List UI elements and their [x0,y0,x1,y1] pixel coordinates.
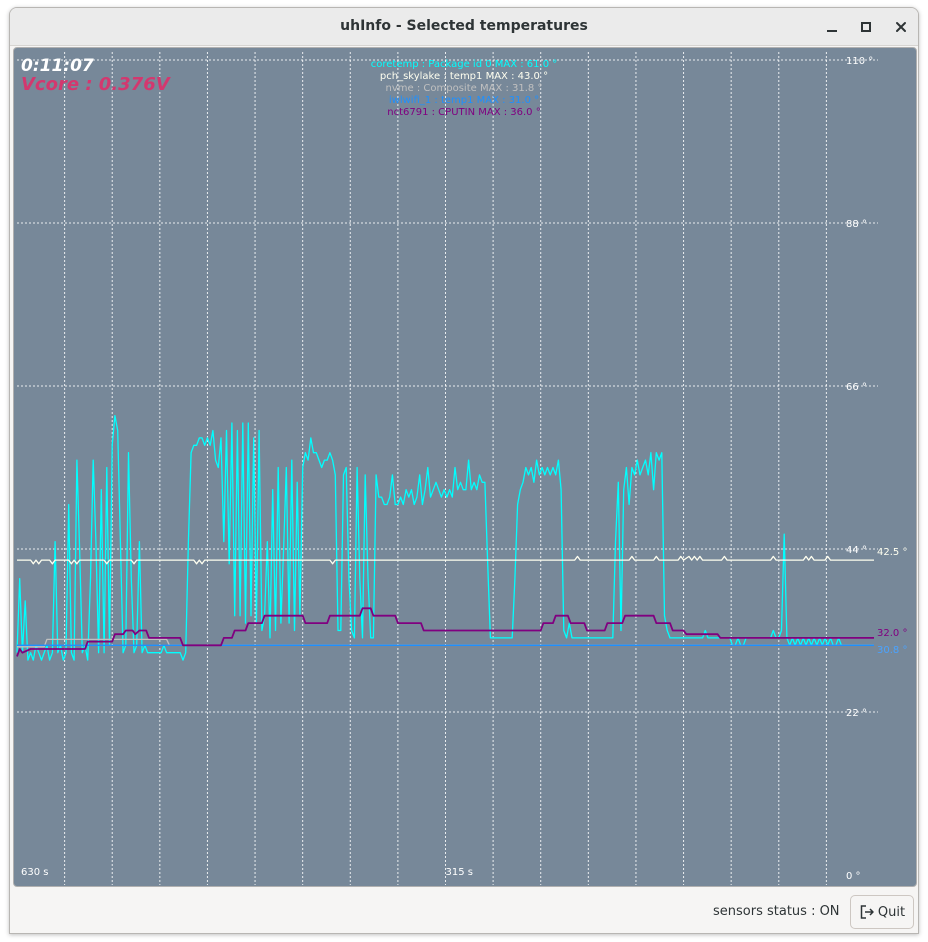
chart-legend: coretemp : Package id 0 MAX : 61.0 ° pch_… [314,59,614,119]
temperature-chart: 110 ° 88 ° 66 ° 44 ° 22 ° 0 ° 630 s 315 s 42.5 °… [16,52,907,885]
end-value-label: 30.8 ° [877,645,907,656]
legend-item: pch_skylake : temp1 MAX : 43.0 ° [379,71,549,82]
y-tick-label: 44 ° [846,545,867,556]
series-line-0 [16,414,874,661]
end-value-label: 42.5 ° [877,547,907,558]
y-tick-label: 22 ° [846,708,867,719]
maximize-button[interactable] [853,14,879,40]
exit-icon [860,905,874,919]
vcore-readout: Vcore : 0.376V [21,74,170,95]
legend-item: coretemp : Package id 0 MAX : 61.0 ° [370,59,558,70]
minimize-button[interactable] [819,14,845,40]
close-icon [896,22,906,32]
x-tick-label: 630 s [21,867,48,878]
y-tick-label: 88 ° [846,219,867,230]
status-bar: sensors status : ON Quit [10,889,918,933]
end-value-label: 32.0 ° [877,628,907,639]
quit-button[interactable]: Quit [850,895,914,929]
legend-item: nct6791 : CPUTIN MAX : 36.0 ° [387,107,541,118]
window-title: uhInfo - Selected temperatures [340,18,588,34]
legend-item: iwlwifi_1 : temp1 MAX : 31.0 ° [388,95,540,106]
x-tick-label: 315 s [446,867,473,878]
app-window: uhInfo - Selected temperatures 110 ° 88 °… [9,7,919,934]
series-line-4 [16,607,874,657]
temperature-plot: 110 ° 88 ° 66 ° 44 ° 22 ° 0 ° 630 s 315 s 42.5 °… [13,47,917,887]
series-line-1 [17,555,874,565]
y-tick-label: 66 ° [846,382,867,393]
quit-label: Quit [877,904,906,920]
y-tick-label: 110 ° [846,56,873,67]
elapsed-time: 0:11:07 [21,56,94,76]
maximize-icon [861,22,871,32]
close-button[interactable] [888,14,914,40]
sensors-status: sensors status : ON [713,904,840,919]
minimize-icon [827,30,837,32]
legend-item: nvme : Composite MAX : 31.8 ° [385,83,543,94]
y-tick-label: 0 ° [846,871,861,882]
title-bar[interactable]: uhInfo - Selected temperatures [10,8,918,46]
